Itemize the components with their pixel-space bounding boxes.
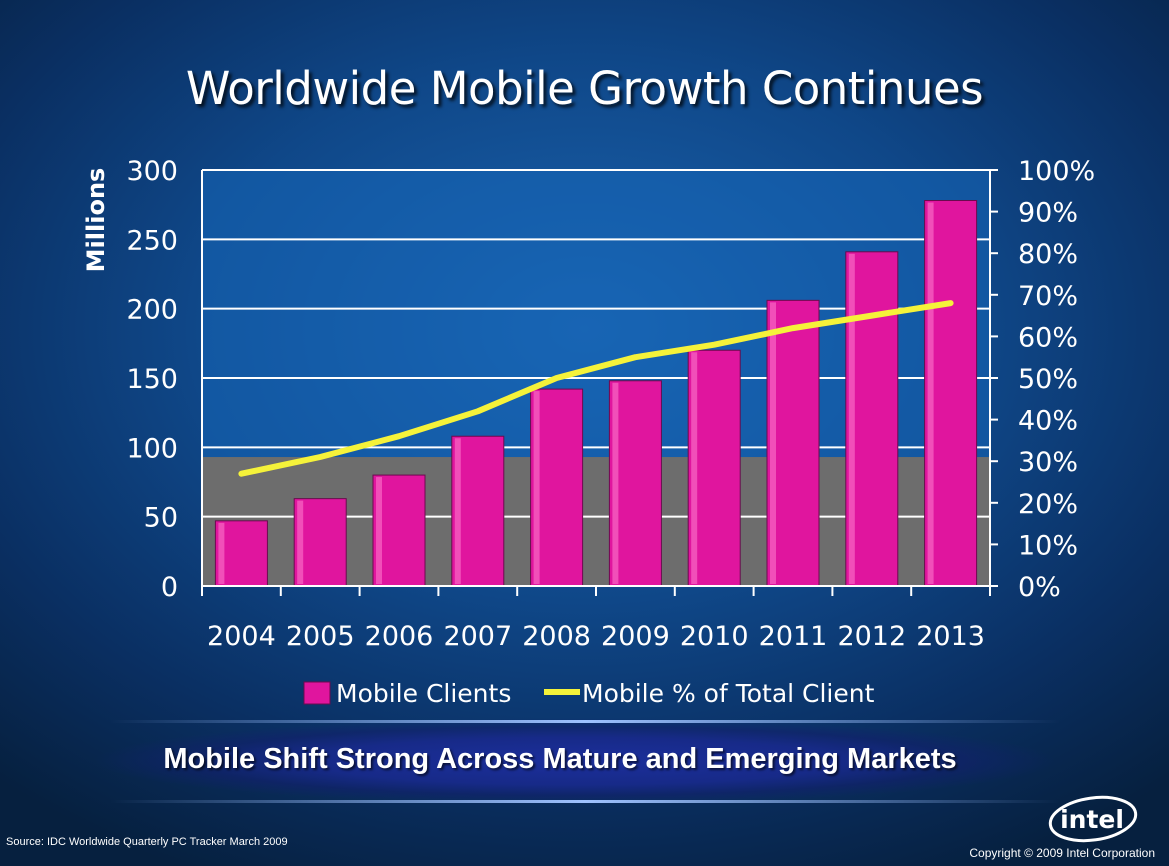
x-tick-label: 2009 <box>601 621 670 652</box>
bar-highlight <box>533 391 540 584</box>
y2-tick-label: 90% <box>1018 198 1078 229</box>
legend-label-mobile-pct: Mobile % of Total Client <box>582 679 875 708</box>
y2-tick-label: 20% <box>1018 489 1078 520</box>
y2-tick-label: 30% <box>1018 447 1078 478</box>
x-tick-label: 2013 <box>916 621 985 652</box>
y-tick-label: 150 <box>126 364 178 395</box>
bar-highlight <box>376 477 382 584</box>
x-tick-label: 2005 <box>286 621 355 652</box>
y-tick-label: 200 <box>126 295 178 326</box>
y2-tick-label: 10% <box>1018 530 1078 561</box>
banner-text: Mobile Shift Strong Across Mature and Em… <box>163 743 957 775</box>
banner-top-rule <box>110 720 1060 723</box>
bar-highlight <box>770 302 776 584</box>
x-tick-label: 2006 <box>365 621 434 652</box>
bar-highlight <box>297 500 304 584</box>
legend-label-mobile-clients: Mobile Clients <box>336 679 511 708</box>
x-tick-label: 2010 <box>680 621 749 652</box>
x-tick-label: 2004 <box>207 621 276 652</box>
intel-logo-text: intel <box>1060 805 1124 834</box>
y-tick-label: 0 <box>161 572 178 603</box>
legend-swatch-mobile-clients <box>303 681 331 705</box>
bar-highlight <box>848 253 855 584</box>
bar-highlight <box>612 382 619 584</box>
bar-highlight <box>691 352 698 584</box>
slide-title: Worldwide Mobile Growth Continues <box>185 62 984 115</box>
y-tick-label: 100 <box>126 433 178 464</box>
y2-tick-label: 0% <box>1018 572 1061 603</box>
intel-logo: intel <box>1048 795 1138 843</box>
banner-background <box>95 718 1055 804</box>
y2-tick-label: 100% <box>1018 156 1095 187</box>
copyright-note: Copyright © 2009 Intel Corporation <box>969 846 1155 860</box>
x-tick-label: 2007 <box>443 621 512 652</box>
source-note: Source: IDC Worldwide Quarterly PC Track… <box>6 836 288 848</box>
series-line-mobile-pct <box>238 300 954 477</box>
y2-tick-label: 80% <box>1018 239 1078 270</box>
y-tick-label: 50 <box>144 503 178 534</box>
banner-bottom-rule <box>110 800 1060 803</box>
bar-highlight <box>454 438 461 584</box>
x-tick-label: 2012 <box>837 621 906 652</box>
bar-highlight <box>927 202 934 585</box>
y2-tick-label: 60% <box>1018 322 1078 353</box>
y2-tick-label: 50% <box>1018 364 1078 395</box>
y-tick-label: 250 <box>126 225 178 256</box>
chart: 0 50 100 150 200 250 300 0% 10% 20% 30% 40% 50% 60% 70… <box>82 156 1095 708</box>
x-tick-label: 2008 <box>522 621 591 652</box>
x-tick-label: 2011 <box>759 621 828 652</box>
y2-tick-label: 40% <box>1018 406 1078 437</box>
legend: Mobile Clients Mobile % of Total Client <box>303 679 875 708</box>
bar-highlight <box>218 522 225 584</box>
y-tick-label: 300 <box>126 156 178 187</box>
y-axis-label: Millions <box>82 168 110 273</box>
y2-tick-label: 70% <box>1018 281 1078 312</box>
